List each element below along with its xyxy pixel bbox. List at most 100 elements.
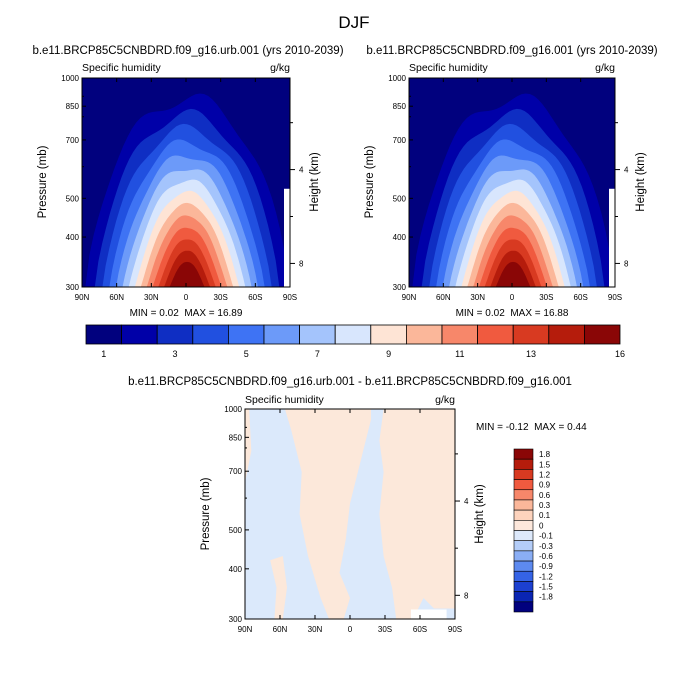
- colorbar-label: -1.2: [539, 572, 553, 581]
- x-tick-label: 90N: [238, 625, 253, 634]
- colorbar-swatch: [405, 324, 443, 345]
- x-tick-label: 60N: [273, 625, 288, 634]
- contour-fill: [245, 409, 455, 619]
- y-axis-right-label: Height (km): [474, 484, 486, 544]
- missing-data: [609, 188, 615, 287]
- y-axis-label: Pressure (mb): [37, 145, 49, 218]
- panel-difference: b.e11.BRCP85C5CNBDRD.f09_g16.urb.001 - b…: [128, 376, 587, 634]
- y-axis-right: 84: [615, 122, 629, 268]
- colorbar-label: 16: [615, 349, 625, 359]
- y-right-tick-label: 4: [624, 166, 629, 175]
- y-tick-label: 500: [229, 526, 243, 535]
- colorbar-swatch: [513, 479, 534, 491]
- x-tick-label: 90S: [283, 293, 297, 302]
- x-tick-label: 30N: [470, 293, 485, 302]
- colorbar-label: -1.8: [539, 593, 553, 602]
- x-tick-label: 30S: [539, 293, 553, 302]
- x-tick-label: 0: [348, 625, 353, 634]
- x-tick-label: 30S: [378, 625, 392, 634]
- y-tick-label: 700: [393, 136, 407, 145]
- right-string: g/kg: [435, 394, 455, 406]
- colorbar-swatch: [512, 324, 550, 345]
- figure-title: DJF: [338, 13, 369, 32]
- colorbar-swatch: [513, 499, 534, 511]
- colorbar-swatch: [513, 540, 534, 552]
- x-tick-label: 60S: [248, 293, 262, 302]
- colorbar-label: 11: [455, 349, 464, 359]
- colorbar-swatch: [477, 324, 514, 345]
- colorbar-label: 5: [244, 349, 249, 359]
- right-string: g/kg: [595, 62, 615, 74]
- colorbar-swatch: [441, 324, 478, 345]
- y-tick-label: 400: [66, 233, 80, 242]
- contour-band: [379, 409, 455, 619]
- left-string: Specific humidity: [245, 394, 325, 406]
- colorbar-swatch: [513, 520, 534, 531]
- colorbar-label: 9: [386, 349, 391, 359]
- x-tick-label: 30N: [308, 625, 323, 634]
- colorbar-label: -0.9: [539, 562, 553, 571]
- colorbar-swatch: [513, 469, 534, 480]
- x-axis: 90N 60N 30N 0 30S 60S 90S: [75, 78, 297, 302]
- y-axis: 300 400 500 700 850 1000: [61, 74, 86, 292]
- colorbar-label: 1.5: [539, 460, 551, 469]
- colorbar-label: 13: [526, 349, 536, 359]
- colorbar-swatch: [85, 324, 122, 345]
- colorbar-top: 1 3 5 7 9 11 13 16: [85, 324, 625, 359]
- y-tick-label: 850: [393, 102, 407, 111]
- colorbar-label: 7: [315, 349, 320, 359]
- x-axis: 90N 60N 30N 0 30S 60S 90S: [402, 78, 622, 302]
- y-right-tick-label: 4: [299, 166, 304, 175]
- colorbar-difference: 1.81.51.20.90.60.30.10-0.1-0.3-0.6-0.9-1…: [513, 448, 553, 613]
- y-tick-label: 850: [66, 102, 80, 111]
- colorbar-swatch: [513, 489, 534, 501]
- y-tick-label: 850: [229, 433, 243, 442]
- colorbar-swatch: [513, 530, 534, 541]
- x-tick-label: 60N: [436, 293, 451, 302]
- y-tick-label: 300: [393, 283, 407, 292]
- colorbar-swatch: [548, 324, 585, 345]
- colorbar-swatch: [513, 509, 534, 521]
- y-right-tick-label: 8: [624, 259, 629, 268]
- panel-title: b.e11.BRCP85C5CNBDRD.f09_g16.urb.001 (yr…: [32, 45, 343, 57]
- y-tick-label: 400: [393, 233, 407, 242]
- colorbar-swatch: [513, 550, 534, 562]
- colorbar-swatch: [263, 324, 300, 345]
- y-tick-label: 700: [229, 467, 243, 476]
- x-tick-label: 30N: [144, 293, 159, 302]
- contour-band: [495, 261, 531, 287]
- y-tick-label: 500: [66, 194, 80, 203]
- missing-data: [284, 188, 290, 287]
- colorbar-swatch: [299, 324, 336, 345]
- colorbar-label: 0: [539, 521, 544, 530]
- y-tick-label: 300: [66, 283, 80, 292]
- y-right-tick-label: 8: [299, 259, 304, 268]
- colorbar-swatch: [334, 324, 372, 345]
- x-tick-label: 0: [184, 293, 189, 302]
- colorbar-swatch: [227, 324, 265, 345]
- contour-fill: [409, 78, 615, 287]
- colorbar-label: 0.3: [539, 501, 551, 510]
- y-axis-right-label: Height (km): [635, 152, 647, 212]
- contour-band: [169, 261, 205, 287]
- y-axis-label: Pressure (mb): [364, 145, 376, 218]
- y-tick-label: 700: [66, 136, 80, 145]
- y-right-tick-label: 8: [464, 591, 469, 600]
- min-max-readout: MIN = 0.02 MAX = 16.89: [130, 308, 243, 319]
- colorbar-swatch: [513, 458, 534, 470]
- y-axis: 300 400 500 700 850 1000: [224, 405, 249, 624]
- colorbar-label: 0.1: [539, 511, 551, 520]
- y-tick-label: 300: [229, 615, 243, 624]
- contour-band: [270, 556, 287, 619]
- y-tick-label: 400: [229, 565, 243, 574]
- colorbar-label: -1.5: [539, 583, 553, 592]
- panel-urb: b.e11.BRCP85C5CNBDRD.f09_g16.urb.001 (yr…: [32, 45, 343, 319]
- min-max-readout: MIN = -0.12 MAX = 0.44: [476, 422, 587, 433]
- x-tick-label: 90N: [402, 293, 417, 302]
- y-axis-right: 84: [290, 122, 304, 268]
- left-string: Specific humidity: [82, 62, 162, 74]
- panel-title: b.e11.BRCP85C5CNBDRD.f09_g16.urb.001 - b…: [128, 376, 572, 388]
- contour-fill: [82, 78, 290, 287]
- colorbar-label: 1: [101, 349, 106, 359]
